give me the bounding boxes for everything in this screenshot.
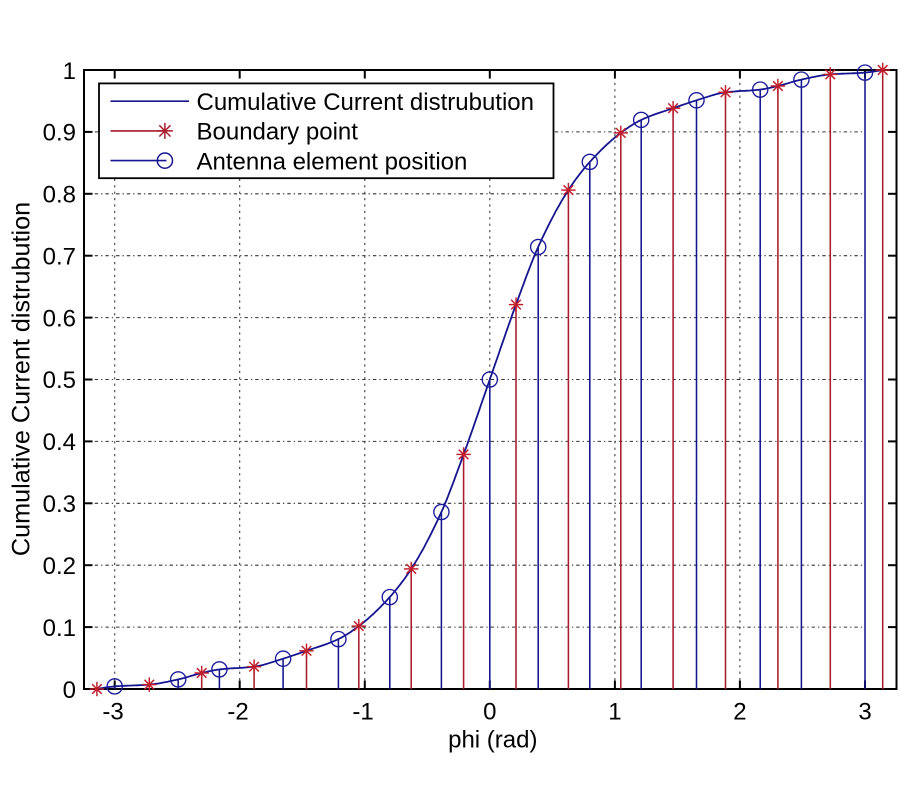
svg-text:phi (rad): phi (rad) <box>448 727 537 754</box>
svg-text:0.1: 0.1 <box>43 615 76 642</box>
svg-text:1: 1 <box>63 58 76 85</box>
svg-text:Cumulative Current distrubutio: Cumulative Current distrubution <box>197 89 535 116</box>
svg-text:0: 0 <box>63 677 76 704</box>
svg-text:Antenna element position: Antenna element position <box>197 148 468 175</box>
svg-text:1: 1 <box>608 699 621 726</box>
svg-text:-3: -3 <box>102 699 123 726</box>
svg-text:-2: -2 <box>227 699 248 726</box>
svg-text:0.8: 0.8 <box>43 182 76 209</box>
svg-text:0.4: 0.4 <box>43 429 76 456</box>
svg-text:3: 3 <box>858 699 871 726</box>
svg-text:0.5: 0.5 <box>43 367 76 394</box>
svg-text:2: 2 <box>733 699 746 726</box>
svg-text:0: 0 <box>483 699 496 726</box>
svg-text:Cumulative Current distrubutio: Cumulative Current distrubution <box>8 202 36 556</box>
svg-text:0.9: 0.9 <box>43 120 76 147</box>
svg-text:Boundary point: Boundary point <box>197 119 359 146</box>
svg-text:0.6: 0.6 <box>43 305 76 332</box>
svg-text:0.7: 0.7 <box>43 244 76 271</box>
svg-text:-1: -1 <box>352 699 373 726</box>
svg-text:0.2: 0.2 <box>43 553 76 580</box>
svg-text:0.3: 0.3 <box>43 491 76 518</box>
